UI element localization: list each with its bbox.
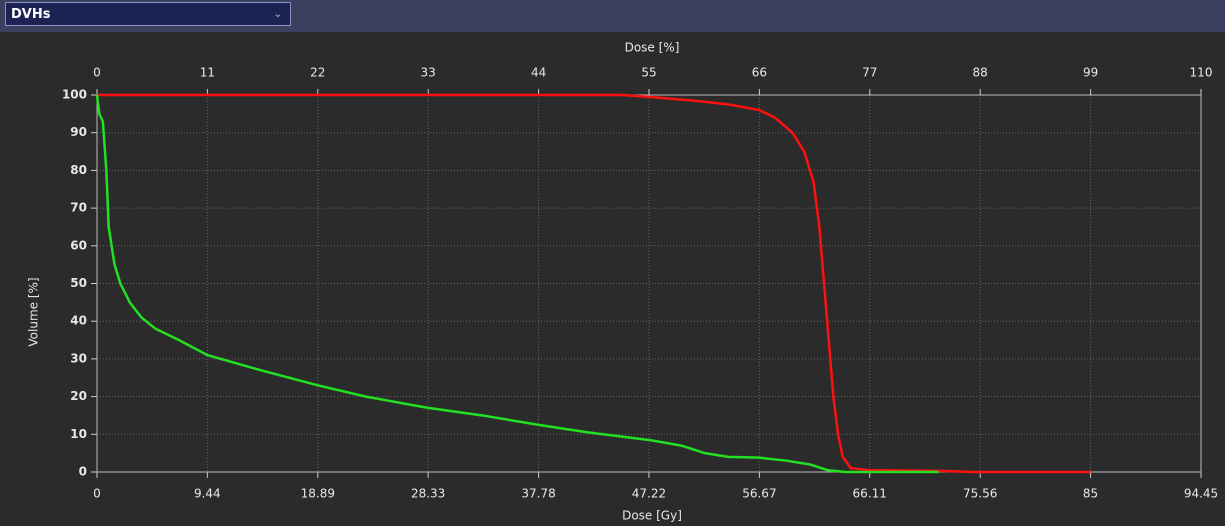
x-tick-label: 94.45: [1184, 487, 1218, 501]
y-tick-label: 70: [70, 201, 87, 215]
x2-tick-label: 0: [93, 66, 101, 80]
x2-tick-label: 99: [1083, 66, 1098, 80]
x-tick-label: 0: [93, 487, 101, 501]
dropdown-arrow: ⌄: [273, 9, 282, 20]
dropdown[interactable]: DVHs ⌄: [5, 2, 291, 26]
y-tick-label: 80: [70, 163, 87, 177]
x2-tick-label: 55: [641, 66, 656, 80]
x2-tick-label: 22: [310, 66, 325, 80]
toolbar: DVHs ⌄: [0, 0, 1225, 32]
x-tick-label: 85: [1083, 487, 1098, 501]
x-tick-label: 37.78: [521, 487, 555, 501]
y-tick-label: 30: [70, 351, 87, 365]
series-line: [95, 94, 939, 474]
x-tick-label: 9.44: [194, 487, 221, 501]
x-tick-label: 28.33: [411, 487, 445, 501]
x-axis-label: Dose [Gy]: [622, 509, 682, 523]
x2-tick-label: 11: [200, 66, 215, 80]
y-tick-label: 40: [70, 314, 87, 328]
y-tick-label: 20: [70, 389, 87, 403]
plot-frame: [96, 94, 1202, 473]
x2-axis-label: Dose [%]: [625, 41, 680, 55]
x2-tick-label: 44: [531, 66, 546, 80]
dropdown-label: DVHs: [11, 7, 51, 22]
x2-tick-label: 88: [973, 66, 988, 80]
y-tick-label: 90: [70, 125, 87, 139]
y-tick-label: 60: [70, 238, 87, 252]
x-tick-label: 56.67: [742, 487, 776, 501]
x2-tick-label: 33: [421, 66, 436, 80]
y-tick-label: 50: [70, 276, 87, 290]
x-tick-label: 75.56: [963, 487, 997, 501]
x-tick-label: 66.11: [853, 487, 887, 501]
x-tick-label: 47.22: [632, 487, 666, 501]
x2-tick-label: 110: [1190, 66, 1213, 80]
x2-tick-label: 66: [752, 66, 767, 80]
y-tick-label: 0: [79, 465, 87, 479]
chart: Dose [%] Dose [Gy] Volume [%] 0 10 20 30 40 5…: [27, 41, 1219, 523]
y-axis-label: Volume [%]: [27, 277, 41, 346]
y-tick-label: 100: [62, 88, 87, 102]
x-tick-label: 18.89: [301, 487, 335, 501]
x2-tick-label: 77: [862, 66, 877, 80]
y-tick-label: 10: [70, 427, 87, 441]
series-line: [97, 93, 1091, 474]
